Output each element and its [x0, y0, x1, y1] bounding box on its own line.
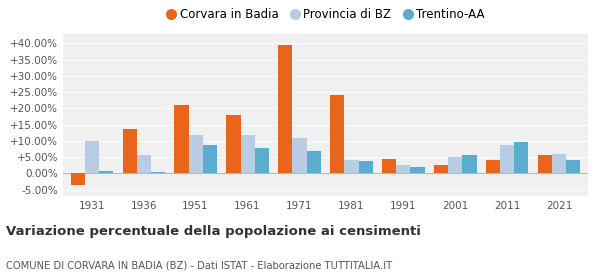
- Bar: [448, 157, 463, 173]
- Bar: [188, 135, 203, 173]
- Bar: [71, 173, 85, 185]
- Bar: [410, 167, 425, 173]
- Bar: [226, 115, 241, 173]
- Bar: [241, 135, 254, 173]
- Bar: [359, 161, 373, 173]
- Bar: [122, 129, 137, 173]
- Bar: [538, 155, 553, 173]
- Bar: [254, 148, 269, 173]
- Bar: [203, 145, 217, 173]
- Bar: [487, 160, 500, 173]
- Bar: [175, 105, 188, 173]
- Bar: [344, 160, 359, 173]
- Bar: [382, 159, 397, 173]
- Bar: [463, 155, 476, 173]
- Bar: [137, 155, 151, 173]
- Bar: [434, 165, 448, 173]
- Bar: [331, 95, 344, 173]
- Bar: [566, 160, 580, 173]
- Bar: [85, 141, 98, 173]
- Text: COMUNE DI CORVARA IN BADIA (BZ) - Dati ISTAT - Elaborazione TUTTITALIA.IT: COMUNE DI CORVARA IN BADIA (BZ) - Dati I…: [6, 260, 392, 270]
- Bar: [514, 143, 529, 173]
- Bar: [278, 45, 292, 173]
- Bar: [553, 155, 566, 173]
- Bar: [397, 165, 410, 173]
- Bar: [500, 145, 514, 173]
- Bar: [151, 172, 164, 173]
- Bar: [292, 138, 307, 173]
- Text: Variazione percentuale della popolazione ai censimenti: Variazione percentuale della popolazione…: [6, 225, 421, 238]
- Bar: [98, 171, 113, 173]
- Legend: Corvara in Badia, Provincia di BZ, Trentino-AA: Corvara in Badia, Provincia di BZ, Trent…: [162, 4, 489, 26]
- Bar: [307, 151, 320, 173]
